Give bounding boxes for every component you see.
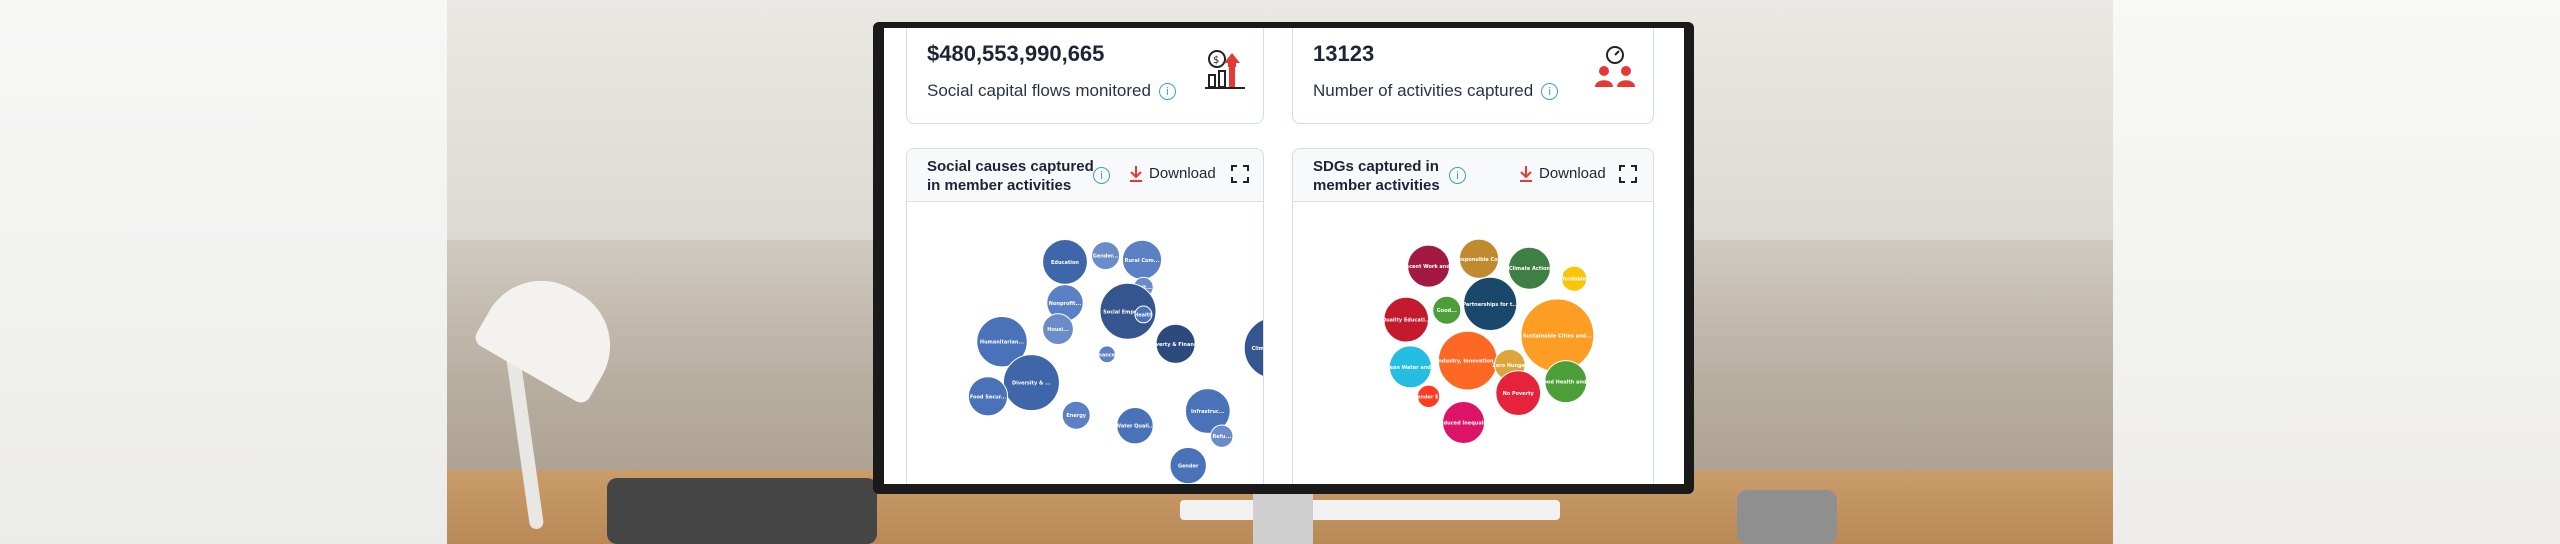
info-icon[interactable]: i xyxy=(1449,167,1466,184)
bubble[interactable] xyxy=(1416,384,1441,409)
bubble-label: Sustainable Cities and... xyxy=(1523,333,1592,339)
stat-label-text: Social capital flows monitored xyxy=(927,81,1151,100)
bubble-label: Housi... xyxy=(1047,327,1069,333)
bubble-label: Good... xyxy=(1437,308,1457,314)
bubble-label: Climate Action xyxy=(1509,266,1551,272)
bubble[interactable] xyxy=(1042,313,1074,346)
stat-label-text: Number of activities captured xyxy=(1313,81,1534,100)
bubble[interactable] xyxy=(1463,276,1518,332)
bubble-label: Rural Com... xyxy=(1125,258,1160,264)
bubble[interactable] xyxy=(1458,238,1500,279)
bubble-label: Energy xyxy=(1066,413,1086,419)
stat-card-activities: 13123 Number of activities captured i xyxy=(1292,28,1654,124)
bubble[interactable] xyxy=(1388,345,1432,389)
monitor-stand xyxy=(1253,494,1313,544)
bubble[interactable] xyxy=(1507,246,1551,290)
speaker xyxy=(607,478,877,544)
money-growth-icon: $ xyxy=(1205,50,1245,89)
info-icon[interactable]: i xyxy=(1093,167,1110,184)
bubble[interactable] xyxy=(1495,370,1542,417)
bubble-label: Responsible Co... xyxy=(1455,257,1504,263)
bubble-label: Health xyxy=(1134,312,1153,318)
bubble-label: Poverty & Financ... xyxy=(1149,342,1203,348)
stat-label: Social capital flows monitored i xyxy=(927,81,1176,101)
bubble-label: Reduced Inequali... xyxy=(1436,421,1491,427)
bubble[interactable] xyxy=(1442,401,1486,445)
bubble[interactable] xyxy=(1002,354,1060,412)
bubble[interactable] xyxy=(976,316,1028,368)
info-icon[interactable]: i xyxy=(1158,83,1176,101)
bubble-label: Industry, Innovation... xyxy=(1436,359,1499,365)
bubble-label: Affordable... xyxy=(1557,277,1592,283)
chart-title: Social causes captured in member activit… xyxy=(927,158,1094,194)
stat-value: $480,553,990,665 xyxy=(927,41,1105,66)
bubble[interactable] xyxy=(1210,424,1234,448)
bubble-label: Humanitarian... xyxy=(980,340,1024,346)
info-icon[interactable]: i xyxy=(1541,83,1559,101)
bubble-label: Gender E... xyxy=(1413,394,1444,400)
bubble-label: Water Quali... xyxy=(1115,424,1154,430)
bubble[interactable] xyxy=(1134,305,1153,324)
bubble[interactable] xyxy=(1407,244,1451,288)
bubble-label: Gender xyxy=(1178,464,1199,470)
chart-panel-sdgs: SDGs captured in member activities i Dow… xyxy=(1292,148,1654,484)
download-icon xyxy=(1130,166,1142,183)
bubble-label: Education xyxy=(1051,260,1079,266)
bubble-label: Good Health and... xyxy=(1539,380,1592,386)
chart-header: SDGs captured in member activities i Dow… xyxy=(1293,149,1653,202)
bubble-label: Finance... xyxy=(1093,352,1121,358)
fullscreen-icon[interactable] xyxy=(1619,165,1637,183)
bubble[interactable] xyxy=(1099,282,1157,340)
bubble[interactable] xyxy=(1155,323,1196,364)
bubble-label: Partnerships for t... xyxy=(1462,302,1518,308)
bubble[interactable] xyxy=(1561,265,1588,292)
download-button[interactable]: Download xyxy=(1129,165,1216,183)
bubble-label: No Poverty xyxy=(1503,391,1535,397)
bubble[interactable] xyxy=(1544,360,1588,404)
people-gauge-icon xyxy=(1595,46,1635,87)
stat-card-capital-flows: $480,553,990,665 Social capital flows mo… xyxy=(906,28,1264,124)
bubble-label: Nonprofit... xyxy=(1049,301,1082,307)
bubble-label: Climate Action... xyxy=(1252,346,1263,352)
desk-lamp-shade xyxy=(471,258,633,407)
bubble-label: Diversity & ... xyxy=(1012,381,1051,387)
background-left xyxy=(0,0,447,544)
bubble-label: Decent Work and... xyxy=(1402,264,1456,270)
download-button[interactable]: Download xyxy=(1519,165,1606,183)
chart-title: SDGs captured in member activities xyxy=(1313,158,1440,194)
svg-text:$: $ xyxy=(1213,55,1219,66)
bubble[interactable] xyxy=(1091,241,1121,271)
bubble[interactable] xyxy=(1383,296,1430,343)
chart-header: Social causes captured in member activit… xyxy=(907,149,1263,202)
bubble[interactable] xyxy=(967,376,1009,417)
dashboard-screen: $480,553,990,665 Social capital flows mo… xyxy=(884,28,1684,484)
keyboard xyxy=(1180,500,1560,520)
bubble[interactable] xyxy=(1184,388,1231,434)
bubble-label: Gender... xyxy=(1093,254,1119,260)
bubble-label: Infrastruc... xyxy=(1191,409,1225,415)
bubble-label: Food Secur... xyxy=(970,394,1006,400)
chart-panel-social-causes: Social causes captured in member activit… xyxy=(906,148,1264,484)
download-label: Download xyxy=(1149,165,1216,182)
fullscreen-icon[interactable] xyxy=(1231,165,1249,183)
jar xyxy=(1737,490,1837,544)
stat-label: Number of activities captured i xyxy=(1313,81,1559,101)
bubble[interactable] xyxy=(1098,345,1116,364)
bubble-label: Social Empower... xyxy=(1103,309,1153,315)
download-icon xyxy=(1520,166,1532,183)
download-label: Download xyxy=(1539,165,1606,182)
bubble[interactable] xyxy=(1243,317,1263,379)
stat-value: 13123 xyxy=(1313,41,1375,66)
bubble-label: Zero Hunger xyxy=(1492,363,1528,369)
bubble-label: Clean Water and... xyxy=(1384,365,1436,371)
bubble[interactable] xyxy=(1116,407,1154,445)
background-right xyxy=(2113,0,2560,544)
bubble-chart-sdgs: Decent Work and...Responsible Co... Clima… xyxy=(1382,238,1595,445)
bubble-label: Quality Educati... xyxy=(1382,318,1431,324)
bubble-label: Refu... xyxy=(1212,434,1231,440)
bubble[interactable] xyxy=(1061,400,1091,430)
bubble[interactable] xyxy=(1432,295,1462,325)
bubble[interactable] xyxy=(1169,446,1207,484)
